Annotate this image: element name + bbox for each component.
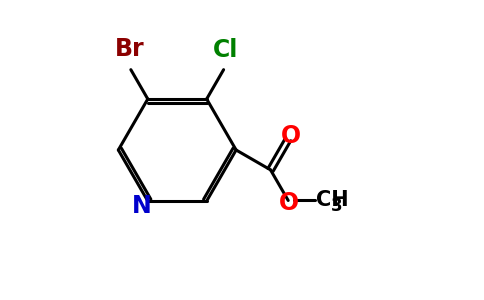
Text: O: O	[279, 191, 300, 215]
Text: 3: 3	[331, 197, 343, 215]
Text: Cl: Cl	[212, 38, 238, 62]
Text: Br: Br	[115, 38, 144, 62]
Text: CH: CH	[316, 190, 349, 211]
Text: N: N	[132, 194, 151, 218]
Text: O: O	[281, 124, 301, 148]
